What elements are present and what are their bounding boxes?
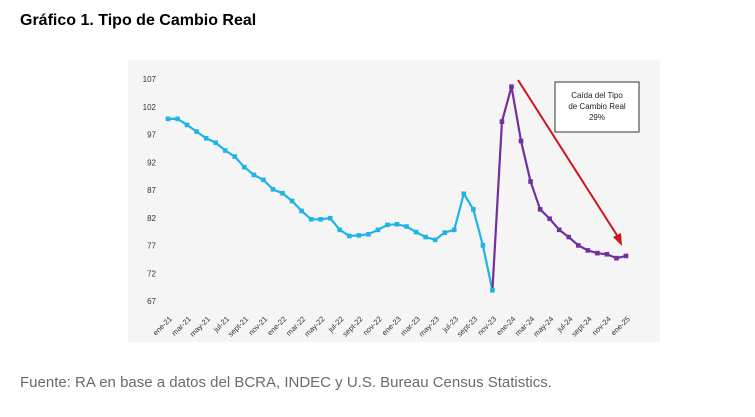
y-tick-label: 67 bbox=[147, 297, 156, 306]
point bbox=[518, 138, 524, 144]
point bbox=[299, 208, 304, 214]
point bbox=[595, 250, 600, 256]
point bbox=[175, 116, 180, 122]
point bbox=[337, 227, 343, 233]
source: Fuente: RA en base a datos del BCRA, IND… bbox=[20, 374, 552, 391]
y-tick-label: 87 bbox=[147, 186, 156, 195]
point bbox=[585, 248, 591, 253]
point bbox=[222, 148, 228, 153]
point bbox=[509, 84, 514, 89]
point bbox=[165, 116, 171, 122]
y-tick-label: 97 bbox=[147, 131, 156, 140]
y-tick-label: 107 bbox=[143, 75, 157, 84]
point bbox=[356, 233, 362, 238]
point bbox=[623, 253, 629, 259]
point bbox=[480, 243, 486, 248]
point bbox=[556, 227, 562, 233]
y-tick-label: 77 bbox=[147, 242, 156, 251]
point bbox=[394, 222, 400, 227]
point bbox=[432, 237, 438, 243]
annotation: de Cambio Real bbox=[568, 102, 626, 111]
point bbox=[451, 227, 457, 233]
y-tick-label: 82 bbox=[147, 214, 156, 223]
point bbox=[318, 217, 323, 222]
chart-title: Gráfico 1. Tipo de Cambio Real bbox=[20, 12, 256, 29]
point bbox=[289, 198, 295, 204]
point bbox=[375, 227, 381, 233]
annotation: Caída del Tipo bbox=[571, 91, 623, 100]
point bbox=[270, 187, 276, 192]
point bbox=[423, 234, 428, 240]
point bbox=[575, 243, 581, 248]
point bbox=[442, 230, 448, 235]
point bbox=[213, 140, 219, 146]
y-tick-label: 102 bbox=[143, 103, 157, 112]
point bbox=[471, 207, 476, 212]
point bbox=[614, 255, 619, 261]
point bbox=[261, 177, 266, 183]
point bbox=[490, 288, 495, 293]
point bbox=[346, 233, 352, 239]
arrow bbox=[517, 79, 621, 241]
y-tick-label: 92 bbox=[147, 158, 156, 167]
point bbox=[280, 190, 285, 196]
point bbox=[203, 135, 209, 141]
point bbox=[604, 251, 610, 257]
point bbox=[308, 217, 314, 222]
point bbox=[184, 122, 190, 128]
point bbox=[366, 231, 371, 237]
point bbox=[547, 216, 552, 222]
y-tick-label: 72 bbox=[147, 269, 156, 278]
point bbox=[566, 234, 572, 240]
point bbox=[327, 215, 333, 221]
point bbox=[385, 222, 390, 228]
point bbox=[404, 224, 409, 229]
point bbox=[537, 207, 543, 212]
point bbox=[194, 129, 199, 134]
point bbox=[528, 179, 533, 184]
arrow-head bbox=[613, 233, 622, 246]
point bbox=[232, 154, 238, 159]
annotation: 29% bbox=[589, 113, 605, 122]
point bbox=[242, 164, 247, 170]
point bbox=[461, 191, 467, 197]
annotation-box bbox=[554, 81, 640, 133]
point bbox=[413, 229, 419, 235]
point bbox=[251, 172, 257, 178]
point bbox=[499, 119, 505, 124]
